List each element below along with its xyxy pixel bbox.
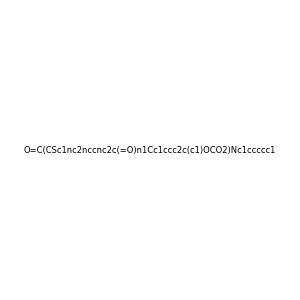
Text: O=C(CSc1nc2nccnc2c(=O)n1Cc1ccc2c(c1)OCO2)Nc1ccccc1: O=C(CSc1nc2nccnc2c(=O)n1Cc1ccc2c(c1)OCO2…: [24, 146, 276, 154]
